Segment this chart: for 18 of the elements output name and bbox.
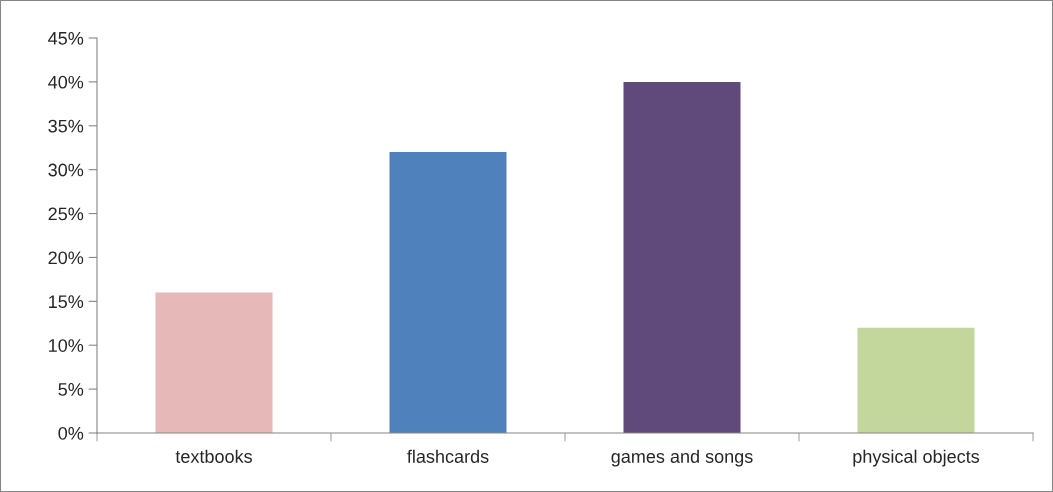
y-tick-label: 15% (49, 295, 84, 309)
y-tick-label: 20% (48, 251, 84, 265)
x-tick-label: flashcards (407, 449, 489, 463)
y-tick-label: 5% (58, 383, 84, 396)
bar (155, 292, 273, 433)
x-tick-label: textbooks (175, 449, 252, 463)
y-tick-label: 25% (48, 207, 84, 221)
x-tick-label: physical objects (853, 449, 980, 467)
y-tick-label: 0% (58, 426, 84, 440)
bar (623, 81, 741, 433)
bar (389, 152, 507, 433)
y-tick-label: 35% (48, 119, 84, 133)
y-tick-label: 30% (48, 163, 84, 177)
y-tick-label: 45% (48, 32, 84, 45)
x-tick-label: games and songs (611, 449, 753, 467)
bar (857, 327, 975, 433)
y-tick-label: 40% (48, 75, 84, 89)
y-tick-label: 10% (49, 339, 84, 352)
